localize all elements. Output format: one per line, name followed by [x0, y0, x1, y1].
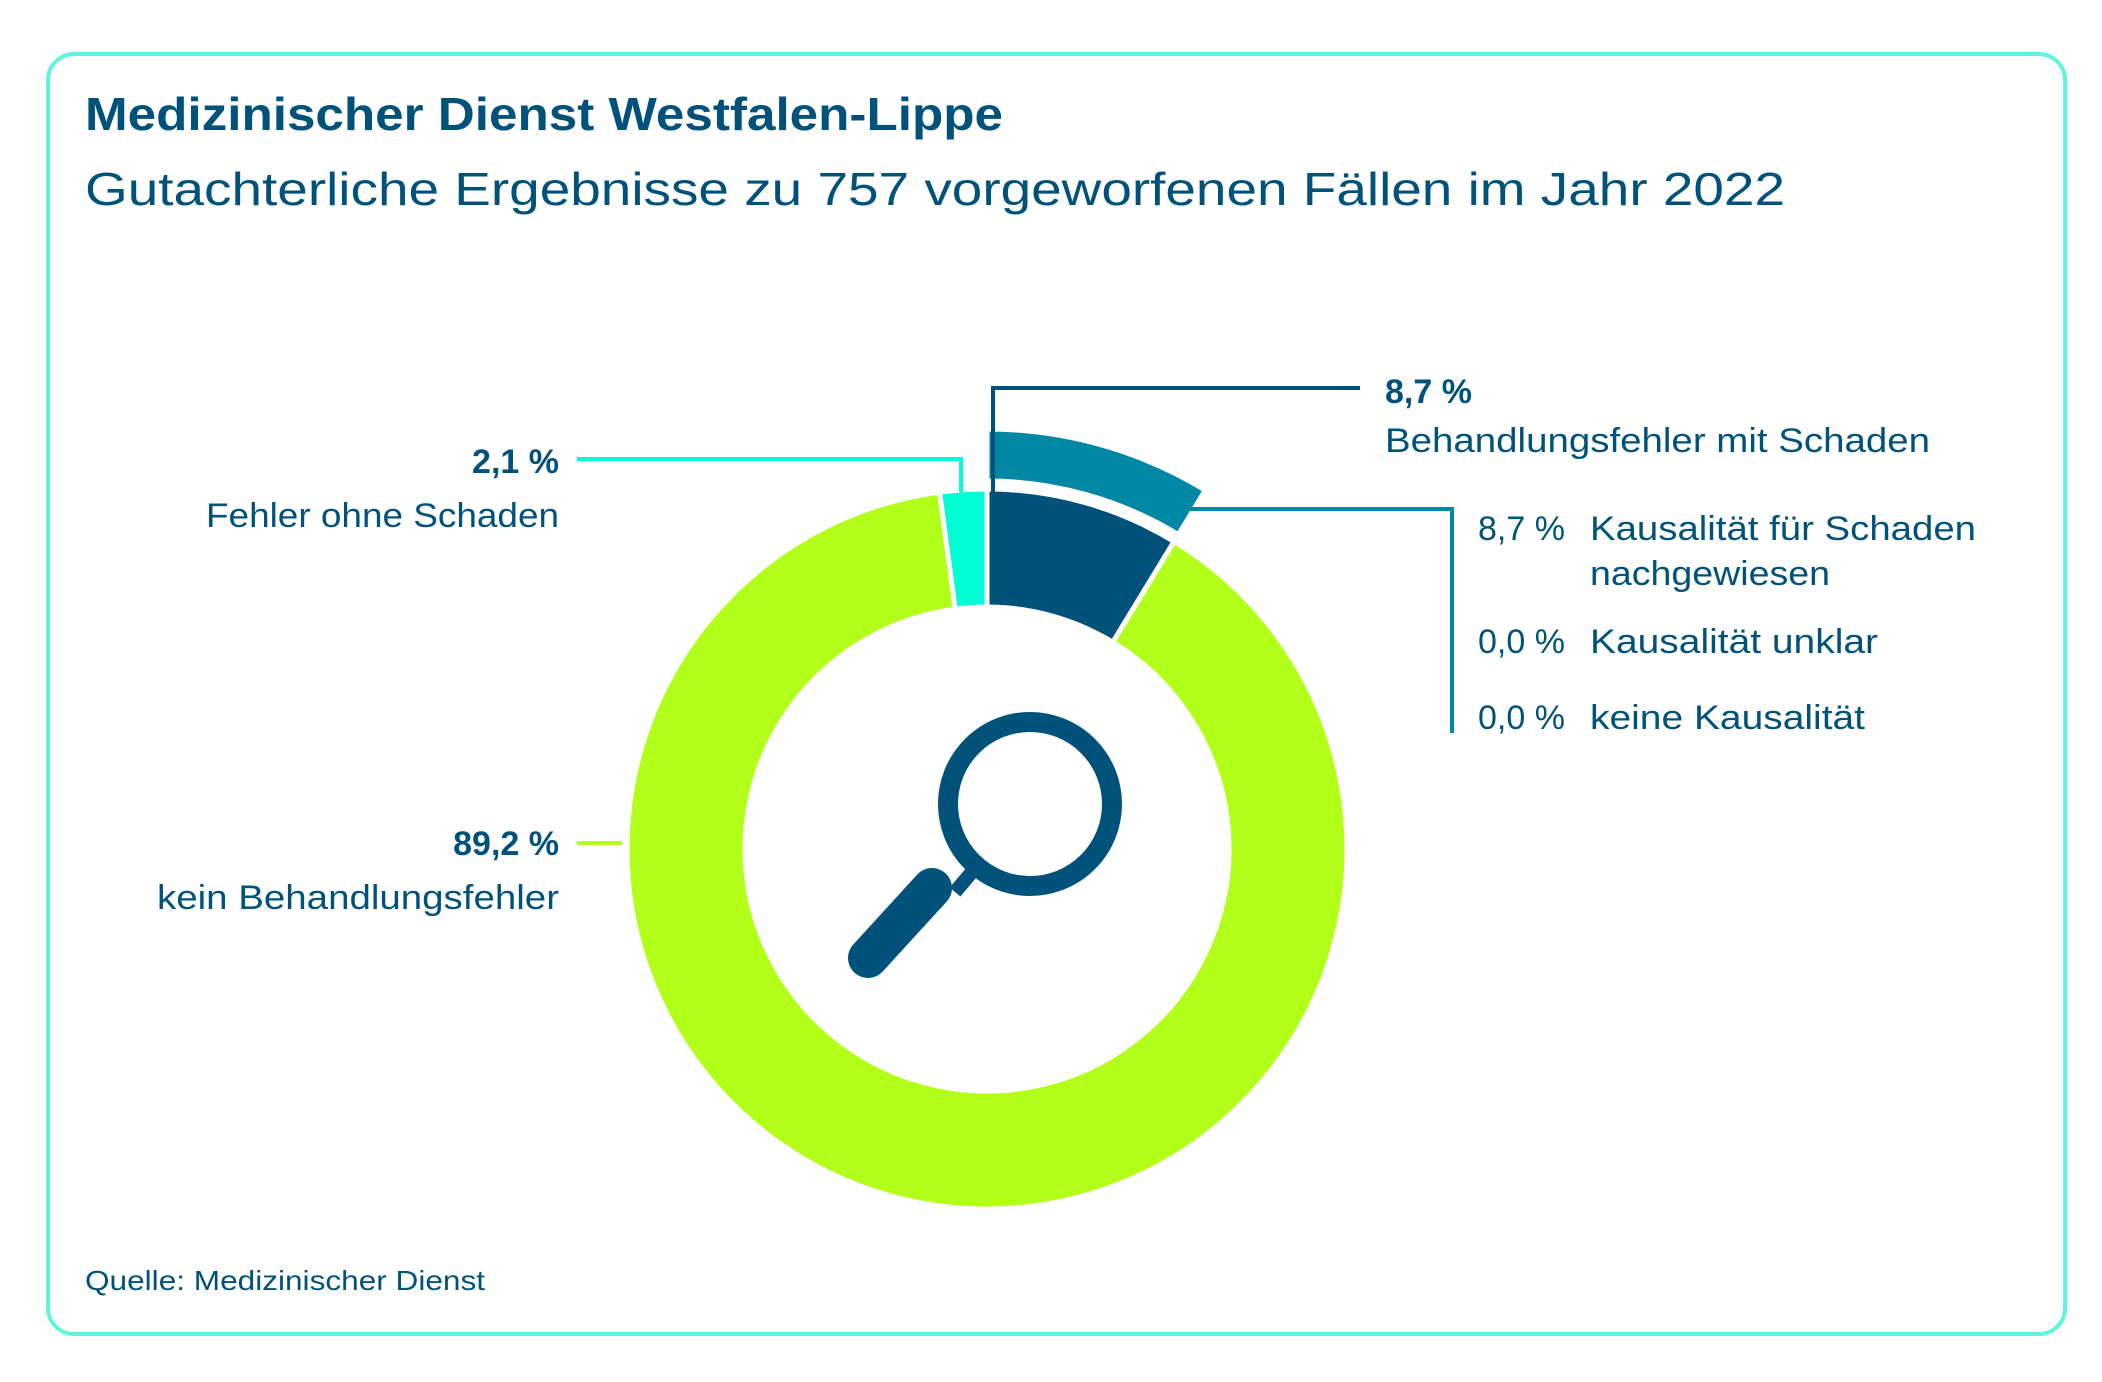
slice-kausalitaet-nachgewiesen [984, 426, 1209, 539]
source-note: Quelle: Medizinischer Dienst [85, 1265, 485, 1296]
breakdown-label-0: Kausalität für Schaden [1590, 510, 1976, 548]
donut-chart [624, 426, 1350, 1212]
data-label-mit-schaden: Behandlungsfehler mit Schaden [1385, 422, 1930, 460]
data-label-ohne-schaden-value: 2,1 % [472, 443, 559, 481]
breakdown-value-2: 0,0 % [1478, 699, 1565, 737]
leader-line-mit-schaden [991, 386, 1360, 492]
leader-line-breakdown [1185, 507, 1454, 733]
breakdown-label-0-line2: nachgewiesen [1590, 555, 1830, 593]
frame [46, 52, 2067, 1336]
slice-fehler-ohne-schaden [936, 486, 990, 612]
breakdown-value-0: 8,7 % [1478, 510, 1565, 548]
magnifying-glass-icon [848, 712, 1122, 978]
data-label-ohne-schaden: Fehler ohne Schaden [206, 497, 559, 535]
breakdown-label-2: keine Kausalität [1590, 699, 1866, 737]
chart-title: Medizinischer Dienst Westfalen-Lippe [85, 88, 1003, 140]
data-label-mit-schaden-value: 8,7 % [1385, 373, 1472, 411]
breakdown-label-1: Kausalität unklar [1590, 623, 1878, 661]
data-label-kein-fehler-value: 89,2 % [453, 825, 559, 863]
breakdown-value-1: 0,0 % [1478, 623, 1565, 661]
slice-kein-behandlungsfehler [624, 489, 1350, 1212]
data-label-kein-fehler: kein Behandlungsfehler [157, 879, 559, 917]
chart-subtitle: Gutachterliche Ergebnisse zu 757 vorgewo… [85, 163, 1785, 215]
leader-line-ohne-schaden [577, 457, 963, 492]
